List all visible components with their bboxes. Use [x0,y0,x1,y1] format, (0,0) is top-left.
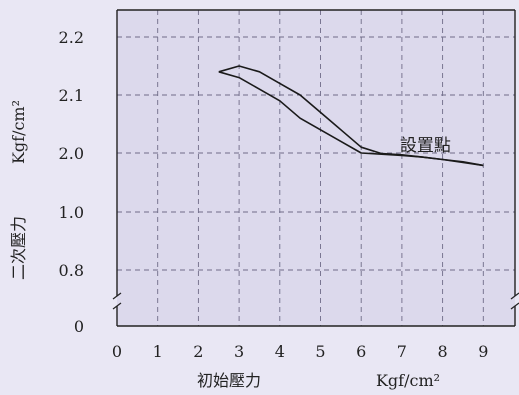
tick-labels: 0 1 2 3 4 5 6 7 8 9 0 0.8 1.0 2.0 2.1 2.2 [59,28,489,361]
axis-break-mark [510,292,519,300]
y-tick-label: 2.2 [59,28,84,47]
y-tick-label: 2.1 [59,86,84,105]
axis-break-mark [112,292,122,300]
x-tick-label: 3 [234,342,244,361]
data-lines [218,65,484,167]
x-axis-unit: Kgf/cm² [376,371,440,390]
y-axis-label: 二次壓力 [9,216,28,280]
grid [117,10,515,326]
x-tick-label: 9 [478,342,488,361]
axis-break-mark [112,302,122,310]
y-axis-unit: Kgf/cm² [9,100,28,164]
setpoint-annotation: 設置點 [400,136,451,156]
y-tick-label: 2.0 [59,144,84,163]
y-tick-label: 0 [74,317,84,336]
y-tick-label: 0.8 [59,261,84,280]
x-tick-label: 0 [112,342,122,361]
axis-break-mark [510,302,519,310]
plot-background [117,10,515,326]
x-tick-label: 2 [193,342,203,361]
x-tick-label: 5 [315,342,325,361]
series-line-lower [218,71,484,167]
x-tick-label: 6 [356,342,366,361]
x-axis-label: 初始壓力 [197,371,261,390]
y-tick-label: 1.0 [59,203,84,222]
x-tick-label: 8 [438,342,448,361]
plot-frame [112,9,519,327]
x-tick-label: 1 [153,342,163,361]
x-tick-label: 7 [397,342,407,361]
x-tick-label: 4 [275,342,285,361]
